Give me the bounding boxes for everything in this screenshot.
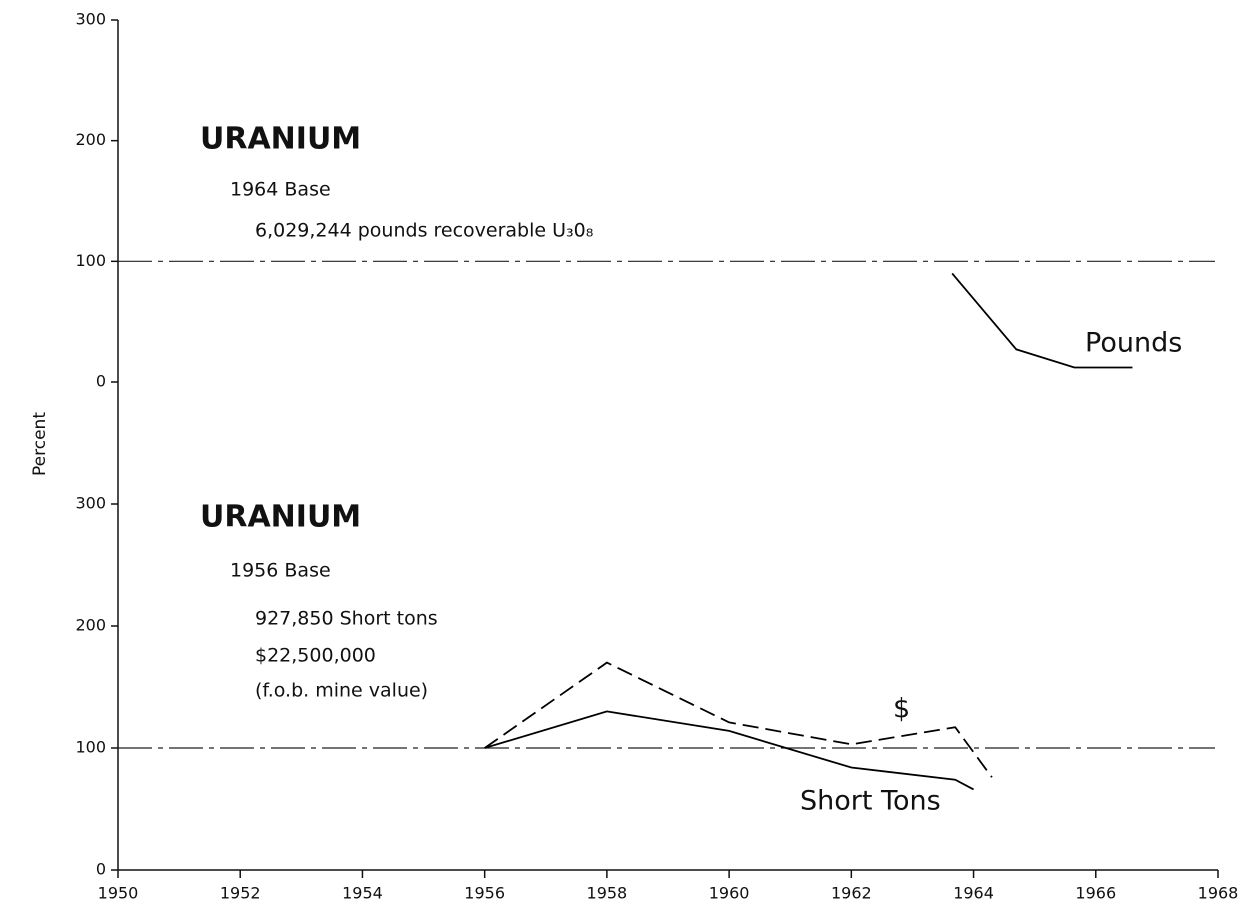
y-tick-label: 0 bbox=[96, 860, 106, 879]
annotation: 1956 Base bbox=[230, 560, 331, 582]
annotation: $22,500,000 bbox=[255, 645, 376, 667]
annotation: (f.o.b. mine value) bbox=[255, 680, 428, 702]
x-tick-label: 1964 bbox=[953, 884, 994, 903]
annotation: 927,850 Short tons bbox=[255, 608, 438, 630]
series-label: Pounds bbox=[1085, 328, 1182, 359]
x-tick-label: 1954 bbox=[342, 884, 383, 903]
y-tick-label: 200 bbox=[75, 130, 106, 149]
x-tick-label: 1952 bbox=[220, 884, 261, 903]
series-line bbox=[951, 272, 1133, 369]
y-tick-label: 300 bbox=[75, 494, 106, 513]
y-tick-label: 100 bbox=[75, 251, 106, 270]
y-tick-label: 0 bbox=[96, 372, 106, 391]
series-label: Short Tons bbox=[800, 786, 941, 817]
x-tick-label: 1950 bbox=[98, 884, 139, 903]
x-tick-label: 1958 bbox=[587, 884, 628, 903]
annotation: 6,029,244 pounds recoverable U₃0₈ bbox=[255, 220, 593, 242]
annotation: URANIUM bbox=[200, 122, 361, 157]
x-tick-label: 1962 bbox=[831, 884, 872, 903]
annotation: 1964 Base bbox=[230, 179, 331, 201]
y-tick-label: 300 bbox=[75, 10, 106, 29]
y-tick-label: 200 bbox=[75, 616, 106, 635]
x-tick-label: 1956 bbox=[464, 884, 505, 903]
series-label: $ bbox=[893, 694, 910, 725]
annotation: URANIUM bbox=[200, 500, 361, 535]
y-axis-label: Percent bbox=[30, 412, 50, 476]
x-tick-label: 1960 bbox=[709, 884, 750, 903]
series-line bbox=[484, 710, 974, 791]
x-tick-label: 1968 bbox=[1198, 884, 1239, 903]
y-tick-label: 100 bbox=[75, 738, 106, 757]
series-line bbox=[484, 661, 993, 778]
x-tick-label: 1966 bbox=[1075, 884, 1116, 903]
